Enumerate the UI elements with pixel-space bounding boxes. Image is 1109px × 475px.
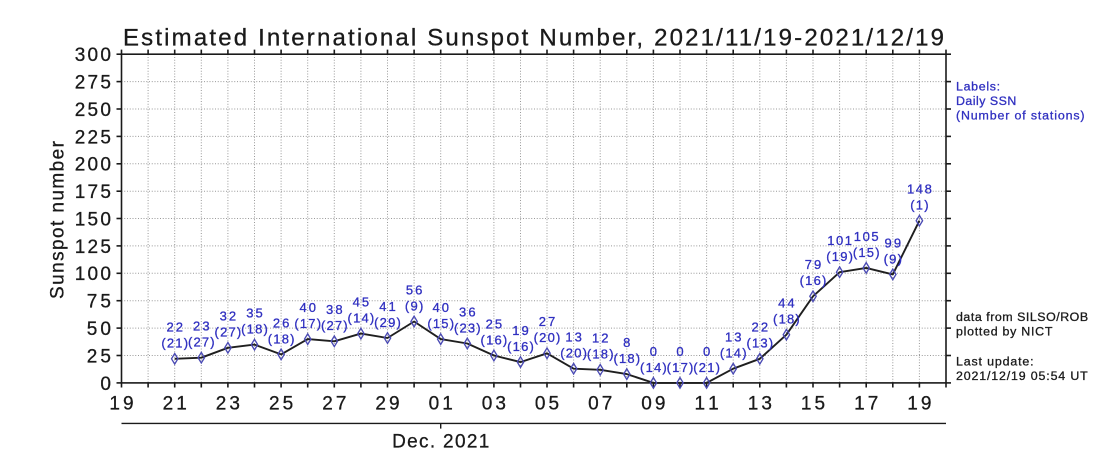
svg-text:(14): (14): [348, 311, 375, 326]
svg-text:225: 225: [75, 127, 111, 148]
svg-text:0: 0: [650, 344, 657, 359]
svg-text:(29): (29): [374, 315, 401, 330]
svg-text:Sunspot number: Sunspot number: [48, 140, 69, 299]
svg-text:(17): (17): [294, 316, 321, 331]
svg-text:(27): (27): [188, 335, 215, 350]
svg-text:(19): (19): [826, 249, 853, 264]
svg-text:200: 200: [75, 155, 111, 176]
svg-text:(18): (18): [613, 351, 640, 366]
svg-text:105: 105: [854, 229, 879, 244]
svg-text:(16): (16): [481, 332, 508, 347]
svg-text:2021/12/19 05:54 UT: 2021/12/19 05:54 UT: [956, 369, 1088, 383]
svg-text:(23): (23): [454, 320, 481, 335]
svg-text:(9): (9): [884, 251, 902, 266]
svg-text:plotted by NICT: plotted by NICT: [956, 325, 1053, 339]
svg-text:(17): (17): [667, 360, 694, 375]
svg-text:8: 8: [623, 335, 630, 350]
svg-text:(9): (9): [405, 298, 423, 313]
svg-text:data from SILSO/ROB: data from SILSO/ROB: [956, 310, 1088, 324]
svg-text:148: 148: [907, 182, 932, 197]
svg-text:(27): (27): [215, 325, 242, 340]
svg-text:Labels:: Labels:: [956, 79, 1000, 93]
svg-text:(21): (21): [693, 360, 720, 375]
svg-text:(15): (15): [427, 316, 454, 331]
svg-text:(20): (20): [534, 330, 561, 345]
svg-text:(13): (13): [746, 336, 773, 351]
svg-text:(14): (14): [640, 360, 667, 375]
svg-text:(Number of stations): (Number of stations): [956, 108, 1085, 122]
svg-text:(14): (14): [720, 346, 747, 361]
svg-text:(16): (16): [507, 339, 534, 354]
svg-text:(21): (21): [161, 336, 188, 351]
svg-text:0: 0: [676, 344, 683, 359]
svg-text:(15): (15): [853, 245, 880, 260]
svg-text:Daily SSN: Daily SSN: [956, 94, 1016, 108]
svg-text:125: 125: [75, 237, 111, 258]
svg-text:Estimated International Sunspo: Estimated International Sunspot Number, …: [123, 24, 944, 51]
svg-text:(18): (18): [268, 331, 295, 346]
svg-text:(18): (18): [241, 322, 268, 337]
svg-text:(20): (20): [560, 346, 587, 361]
svg-text:300: 300: [75, 45, 111, 66]
svg-text:0: 0: [100, 374, 111, 395]
svg-text:275: 275: [75, 73, 111, 94]
svg-text:250: 250: [75, 100, 111, 121]
svg-text:(18): (18): [587, 347, 614, 362]
svg-text:100: 100: [75, 264, 111, 285]
svg-text:101: 101: [827, 233, 852, 248]
svg-text:(27): (27): [321, 318, 348, 333]
svg-text:0: 0: [703, 344, 710, 359]
svg-text:150: 150: [75, 209, 111, 230]
svg-text:(16): (16): [800, 273, 827, 288]
svg-text:Dec. 2021: Dec. 2021: [392, 432, 489, 453]
svg-text:Last update:: Last update:: [956, 355, 1034, 369]
svg-text:175: 175: [75, 182, 111, 203]
svg-text:(1): (1): [910, 198, 928, 213]
svg-text:(18): (18): [773, 312, 800, 327]
